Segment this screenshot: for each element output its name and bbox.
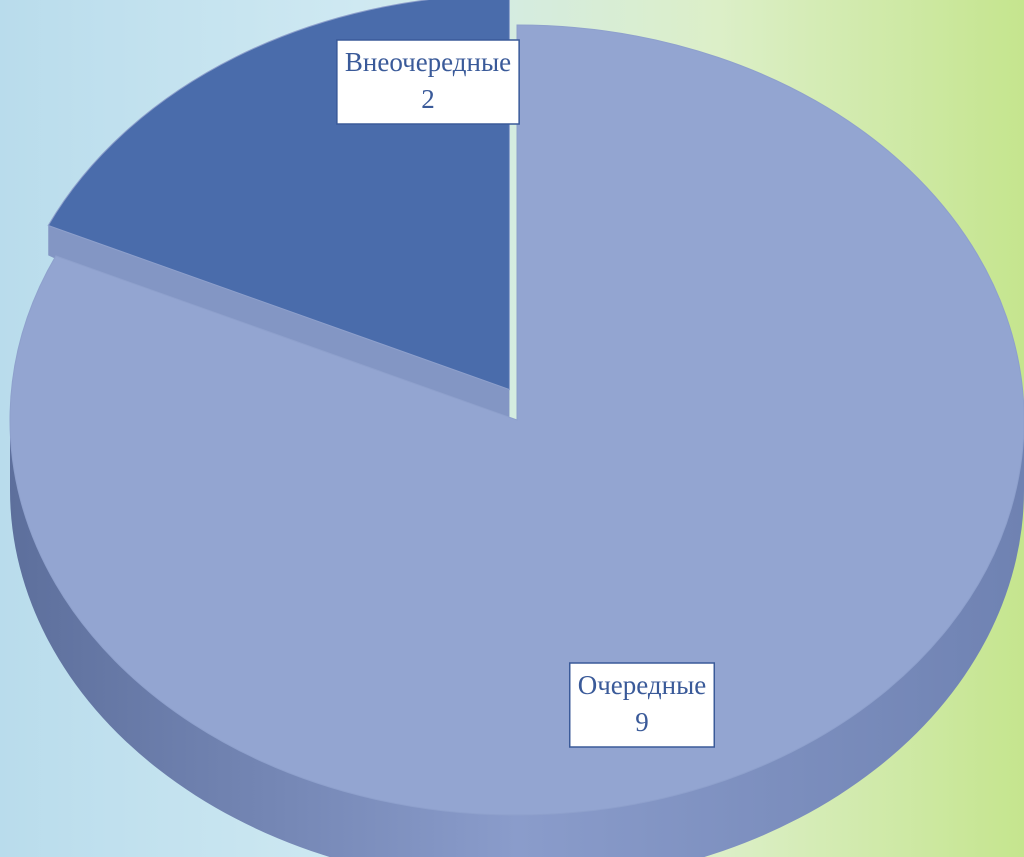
pie-slice <box>9 24 1024 816</box>
label-box <box>336 39 520 125</box>
label-box <box>568 662 716 748</box>
label-name: Очередные <box>578 670 707 700</box>
label-name: Внеочередные <box>345 47 511 77</box>
label-value: 9 <box>635 707 649 737</box>
label-value: 2 <box>421 84 435 114</box>
data-label: Очередные 9 <box>568 662 716 748</box>
data-label: Внеочередные 2 <box>336 39 520 125</box>
